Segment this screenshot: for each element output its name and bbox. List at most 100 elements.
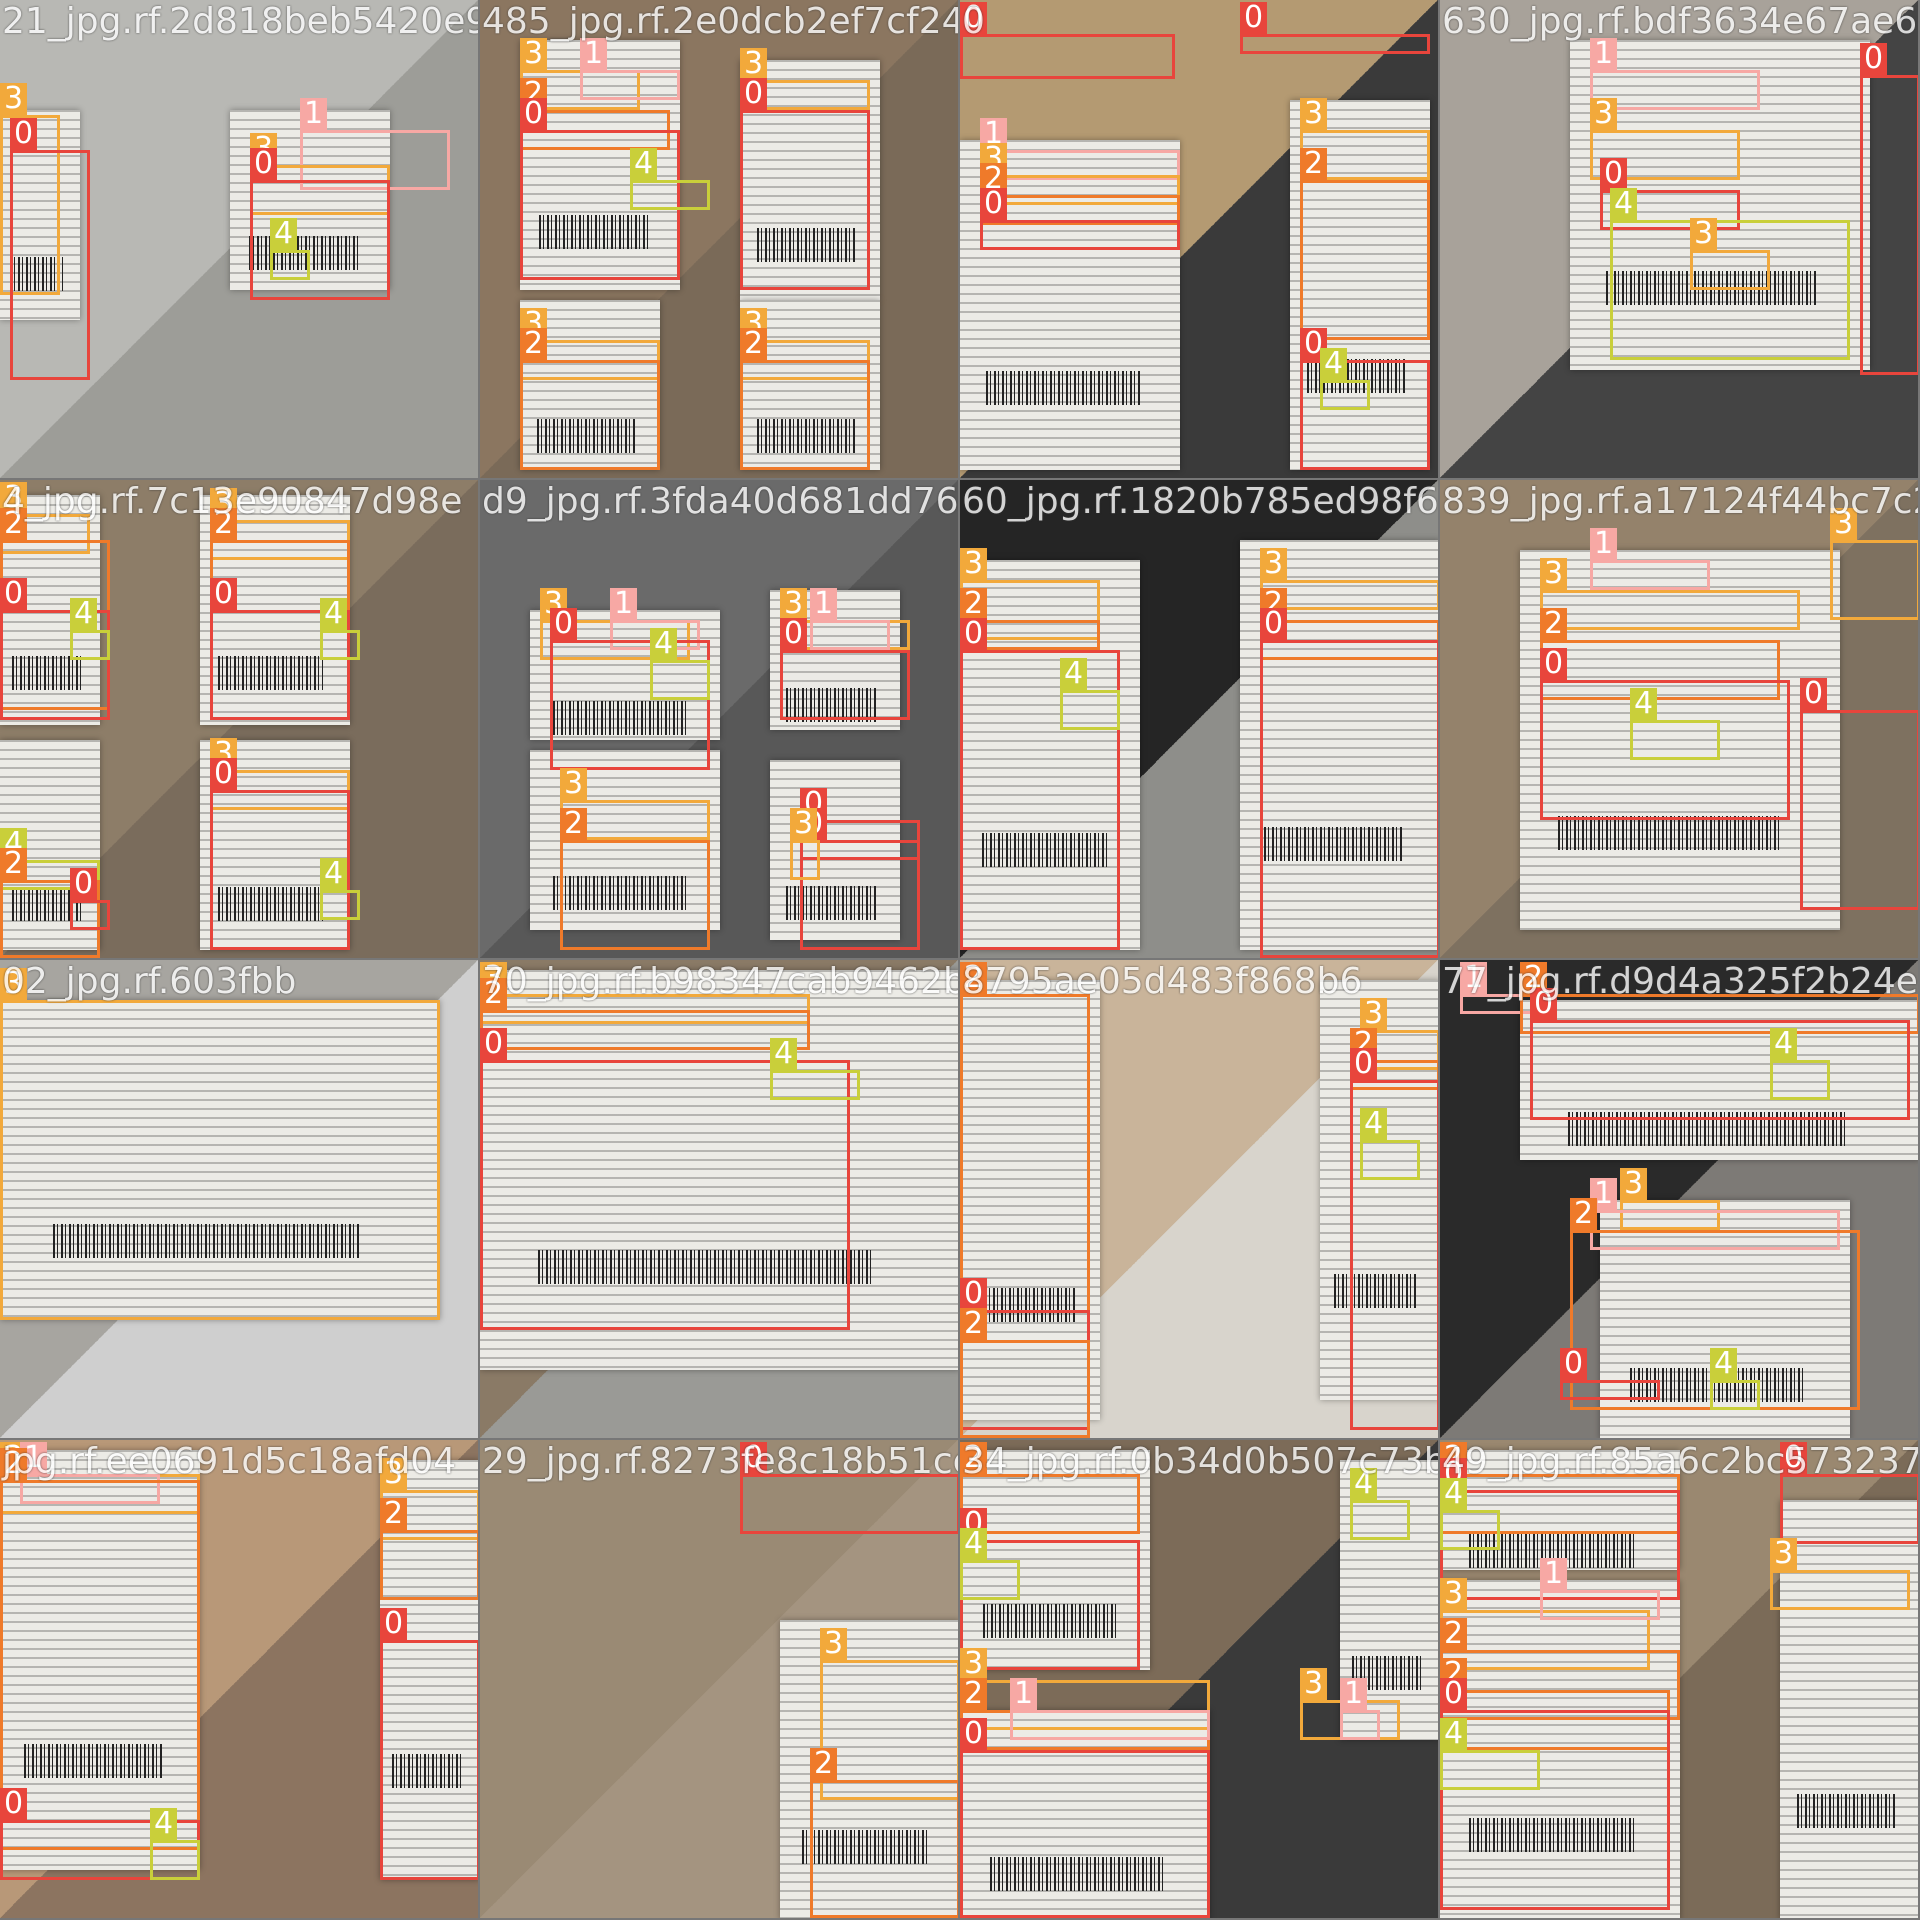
- detection-box: 4: [960, 1528, 1020, 1600]
- receipt-barcode: [1796, 1794, 1895, 1828]
- class-label-tag: 4: [630, 148, 658, 180]
- detection-box: 4: [150, 1808, 200, 1880]
- detection-box: 0: [0, 1788, 200, 1880]
- detection-box: 0: [1240, 2, 1430, 54]
- class-label-tag: 4: [1630, 688, 1658, 720]
- class-label-tag: 2: [560, 808, 588, 840]
- detection-box: 2: [560, 808, 710, 950]
- class-label-tag: 2: [380, 1498, 408, 1530]
- class-label-tag: 3: [1260, 548, 1288, 580]
- detection-box: 2: [480, 978, 810, 1050]
- class-label-tag: 2: [520, 328, 548, 360]
- class-label-tag: 0: [1440, 1678, 1468, 1710]
- receipt-barcode: [536, 419, 635, 453]
- class-label-tag: 3: [1440, 1578, 1468, 1610]
- class-label-tag: 0: [480, 1028, 508, 1060]
- receipt-barcode: [249, 236, 362, 270]
- receipt-barcode: [990, 1857, 1165, 1891]
- detection-box: 1: [580, 38, 680, 100]
- detection-box: 2: [960, 1308, 1090, 1438]
- class-label-tag: 3: [960, 1648, 988, 1680]
- detection-box: 4: [770, 1038, 860, 1100]
- class-label-tag: 0: [960, 2, 988, 34]
- class-label-tag: 0: [520, 98, 548, 130]
- detection-box: 0: [960, 618, 1120, 950]
- class-label-tag: 2: [0, 1448, 28, 1480]
- receipt-barcode: [976, 1288, 1075, 1322]
- detection-box: 4: [270, 218, 310, 280]
- detection-box: 1: [810, 588, 890, 650]
- receipt-barcode: [1264, 827, 1404, 861]
- detection-box: 0: [1560, 1348, 1660, 1400]
- detection-box: 0: [740, 78, 870, 290]
- mosaic-tile: 320470_jpg.rf.b98347cab9462b: [480, 960, 958, 1438]
- class-label-tag: 0: [1530, 988, 1558, 1020]
- detection-box: 0: [960, 2, 1175, 79]
- detection-box: 0: [210, 758, 350, 950]
- detection-box: 0: [1860, 43, 1918, 375]
- detection-box: 3: [1300, 98, 1430, 180]
- detection-box: 0: [380, 1608, 478, 1880]
- class-label-tag: 2: [960, 588, 988, 620]
- class-label-tag: 4: [1320, 348, 1348, 380]
- class-label-tag: 4: [150, 1808, 178, 1840]
- class-label-tag: 2: [0, 848, 28, 880]
- detection-box: 3: [1440, 1578, 1650, 1670]
- receipt-barcode: [986, 371, 1141, 405]
- class-label-tag: 0: [550, 608, 578, 640]
- receipt-photo: [1320, 980, 1438, 1400]
- detection-box: 0: [480, 1028, 850, 1330]
- class-label-tag: 0: [1860, 43, 1888, 75]
- class-label-tag: 3: [1590, 98, 1618, 130]
- class-label-tag: 3: [740, 48, 768, 80]
- receipt-photo: [0, 1000, 440, 1320]
- class-label-tag: 2: [960, 1308, 988, 1340]
- detection-box: 2: [520, 328, 660, 470]
- receipt-barcode: [1468, 1818, 1637, 1852]
- class-label-tag: 2: [1300, 148, 1328, 180]
- receipt-barcode: [1558, 816, 1783, 850]
- detection-box: 1: [980, 118, 1180, 180]
- receipt-photo: [1520, 1000, 1918, 1160]
- detection-box: 4: [1360, 1108, 1420, 1180]
- receipt-barcode: [552, 876, 686, 910]
- receipt-photo: [960, 1710, 1210, 1918]
- mosaic-tile: 3 2 0 4 3 2 0 60_jpg.rf.1820b785ed98f6: [960, 480, 1438, 958]
- class-label-tag: 0: [980, 188, 1008, 220]
- class-label-tag: 2: [810, 1748, 838, 1780]
- class-label-tag: 4: [1060, 658, 1088, 690]
- receipt-barcode: [539, 215, 652, 249]
- detection-box: 0: [210, 578, 350, 720]
- detection-box: 0: [250, 148, 390, 300]
- receipt-photo: [1780, 1500, 1918, 1918]
- class-label-tag: 3: [1540, 558, 1568, 590]
- class-label-tag: 3: [0, 968, 28, 1000]
- detection-box: 3: [1260, 548, 1438, 610]
- detection-box: 2: [740, 328, 870, 470]
- class-label-tag: 1: [1010, 1678, 1038, 1710]
- class-label-tag: 0: [0, 1788, 28, 1820]
- class-label-tag: 3: [780, 588, 808, 620]
- receipt-photo: [1520, 550, 1840, 930]
- class-label-tag: 4: [1710, 1348, 1738, 1380]
- detection-box: 0: [1440, 1678, 1670, 1910]
- detection-box: 4: [1320, 348, 1370, 410]
- mosaic-tile: 310431032003d9_jpg.rf.3fda40d681dd76b3: [480, 480, 958, 958]
- class-label-tag: 2: [480, 978, 508, 1010]
- class-label-tag: 4: [770, 1038, 798, 1070]
- class-label-tag: 0: [1780, 1442, 1808, 1474]
- class-label-tag: 2: [960, 1442, 988, 1474]
- class-label-tag: 3: [1300, 1668, 1328, 1700]
- detection-box: 3: [1360, 998, 1438, 1070]
- class-label-tag: 3: [960, 548, 988, 580]
- receipt-barcode: [52, 1224, 361, 1258]
- class-label-tag: 3: [1620, 1168, 1648, 1200]
- detection-box: 4: [70, 598, 110, 660]
- detection-box: 3: [1620, 1168, 1720, 1230]
- detection-box: 2: [1300, 148, 1430, 340]
- class-label-tag: 0: [210, 758, 238, 790]
- detection-box: 2: [380, 1498, 478, 1600]
- class-label-tag: 0: [740, 78, 768, 110]
- class-label-tag: 1: [1540, 1558, 1568, 1590]
